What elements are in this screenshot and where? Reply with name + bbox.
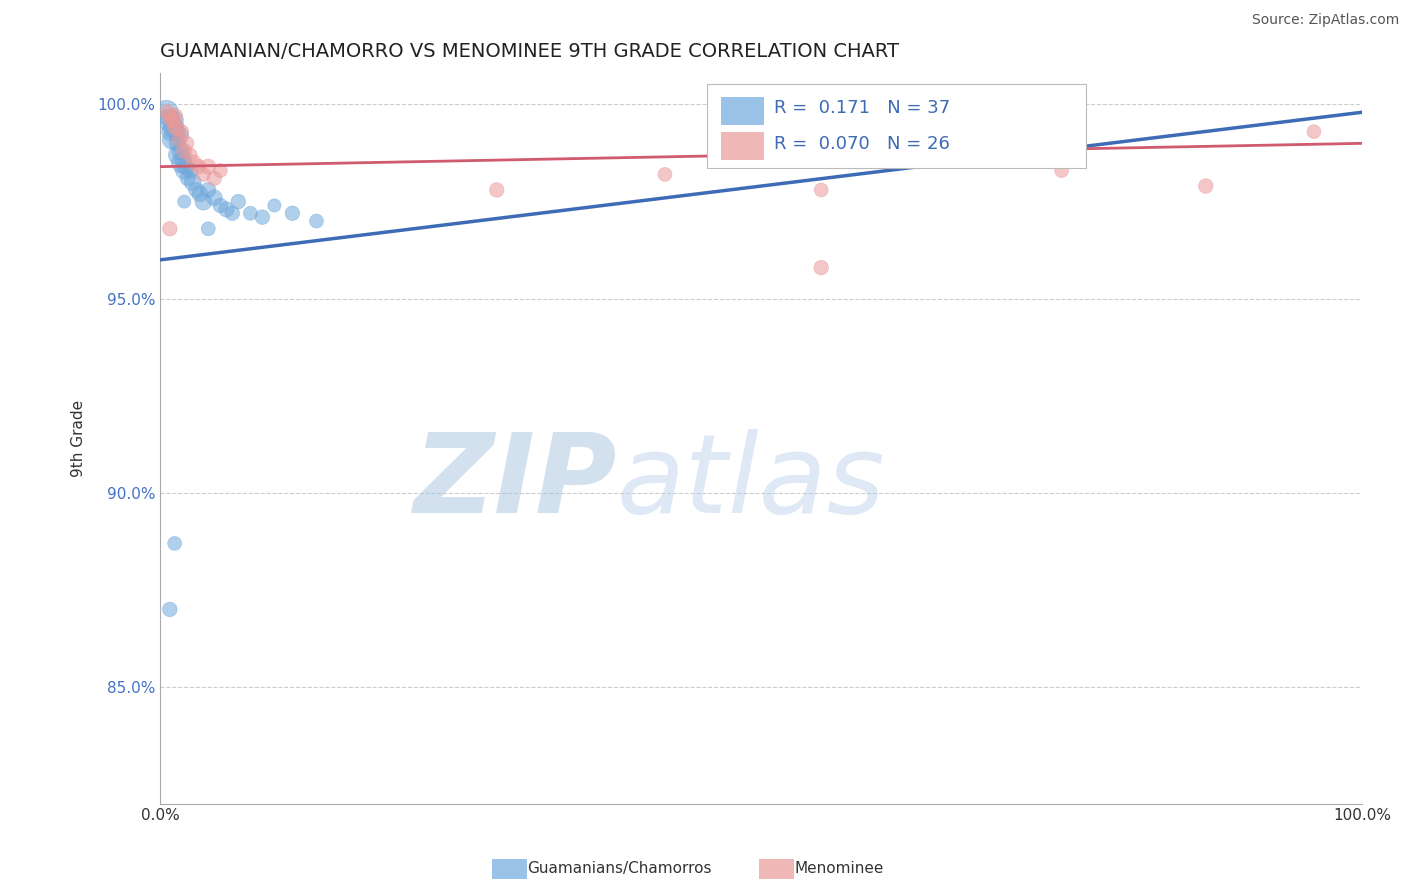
Point [1195, 179, 1218, 194]
Point [176, 136, 198, 151]
Point [159, 109, 181, 123]
Point [197, 221, 219, 235]
Point [193, 168, 215, 182]
Point [221, 206, 243, 220]
Point [160, 132, 183, 146]
Point [162, 120, 184, 135]
Point [1303, 125, 1326, 139]
Point [173, 194, 195, 209]
Text: Guamanians/Chamorros: Guamanians/Chamorros [527, 862, 711, 876]
Point [167, 148, 190, 162]
Point [197, 160, 219, 174]
Point [173, 144, 195, 158]
Point [157, 113, 180, 128]
Point [160, 125, 183, 139]
Point [159, 221, 181, 235]
Text: GUAMANIAN/CHAMORRO VS MENOMINEE 9TH GRADE CORRELATION CHART: GUAMANIAN/CHAMORRO VS MENOMINEE 9TH GRAD… [160, 42, 900, 61]
Point [209, 198, 232, 212]
Point [1050, 163, 1073, 178]
Point [183, 155, 205, 169]
Point [170, 125, 193, 139]
Point [187, 160, 209, 174]
Text: ZIP: ZIP [413, 429, 617, 536]
Point [810, 260, 832, 275]
Point [159, 602, 181, 616]
Text: Source: ZipAtlas.com: Source: ZipAtlas.com [1251, 13, 1399, 28]
FancyBboxPatch shape [707, 85, 1085, 169]
Point [810, 183, 832, 197]
Point [173, 163, 195, 178]
Point [202, 171, 225, 186]
Point [485, 183, 508, 197]
Point [169, 144, 191, 158]
Point [163, 536, 186, 550]
Point [209, 163, 232, 178]
Point [177, 171, 200, 186]
Y-axis label: 9th Grade: 9th Grade [72, 400, 86, 477]
Text: R =  0.070   N = 26: R = 0.070 N = 26 [775, 135, 950, 153]
Point [305, 214, 328, 228]
Point [174, 160, 197, 174]
Point [654, 168, 676, 182]
Point [215, 202, 238, 217]
Point [181, 175, 204, 189]
Point [197, 183, 219, 197]
Point [155, 105, 177, 120]
Point [186, 183, 208, 197]
Point [165, 125, 187, 139]
Point [156, 105, 179, 120]
Point [239, 206, 262, 220]
Point [169, 132, 191, 146]
FancyBboxPatch shape [721, 132, 763, 160]
FancyBboxPatch shape [721, 97, 763, 125]
Point [163, 109, 186, 123]
Point [188, 186, 211, 201]
Point [170, 155, 193, 169]
Point [823, 102, 845, 116]
Point [166, 120, 188, 135]
Point [166, 136, 188, 151]
Point [169, 128, 191, 143]
Point [163, 113, 186, 128]
Point [263, 198, 285, 212]
Text: atlas: atlas [617, 429, 886, 536]
Point [179, 148, 201, 162]
Text: R =  0.171   N = 37: R = 0.171 N = 37 [775, 100, 950, 118]
Point [172, 152, 194, 166]
Point [163, 120, 186, 135]
Text: Menominee: Menominee [794, 862, 884, 876]
Point [252, 210, 274, 224]
Point [202, 191, 225, 205]
Point [160, 113, 183, 128]
Point [179, 163, 201, 178]
Point [193, 194, 215, 209]
Point [228, 194, 250, 209]
Point [281, 206, 304, 220]
Point [160, 113, 183, 128]
